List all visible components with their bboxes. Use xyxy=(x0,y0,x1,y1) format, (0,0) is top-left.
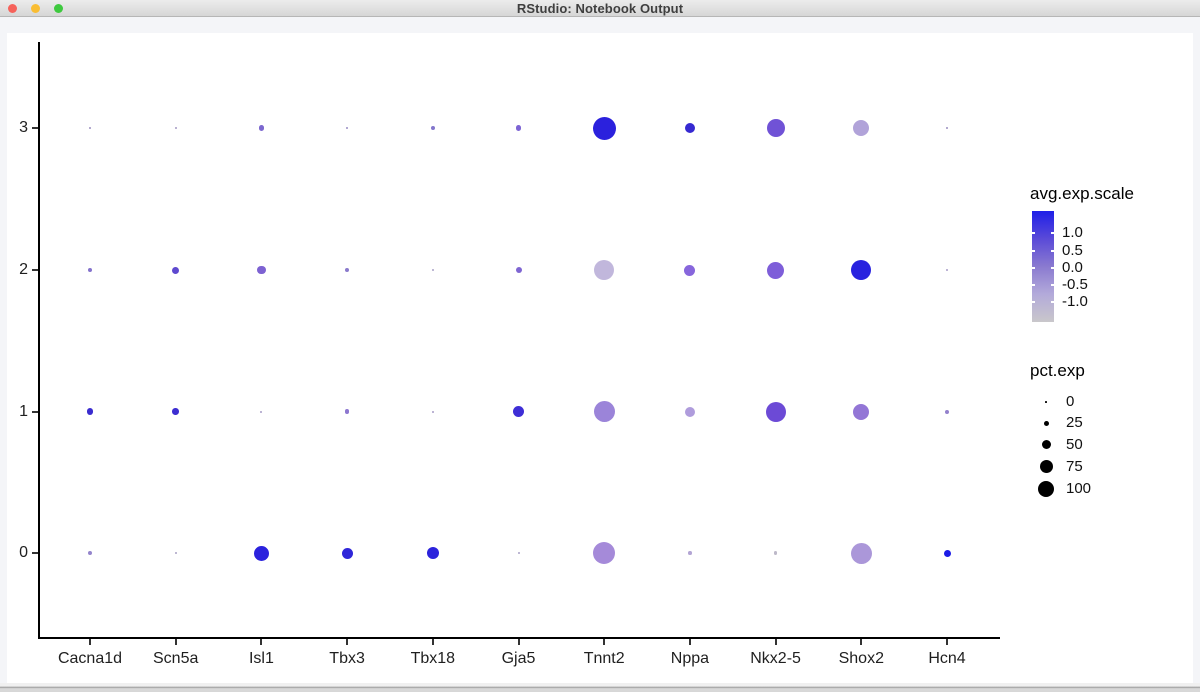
window-title: RStudio: Notebook Output xyxy=(516,0,684,16)
window-bottom-edge xyxy=(0,683,1200,692)
window-titlebar: RStudio: Notebook Output xyxy=(0,0,1200,17)
traffic-lights xyxy=(8,0,63,17)
plot-canvas xyxy=(7,33,1193,683)
close-button[interactable] xyxy=(8,4,17,13)
minimize-button[interactable] xyxy=(31,4,40,13)
zoom-button[interactable] xyxy=(54,4,63,13)
